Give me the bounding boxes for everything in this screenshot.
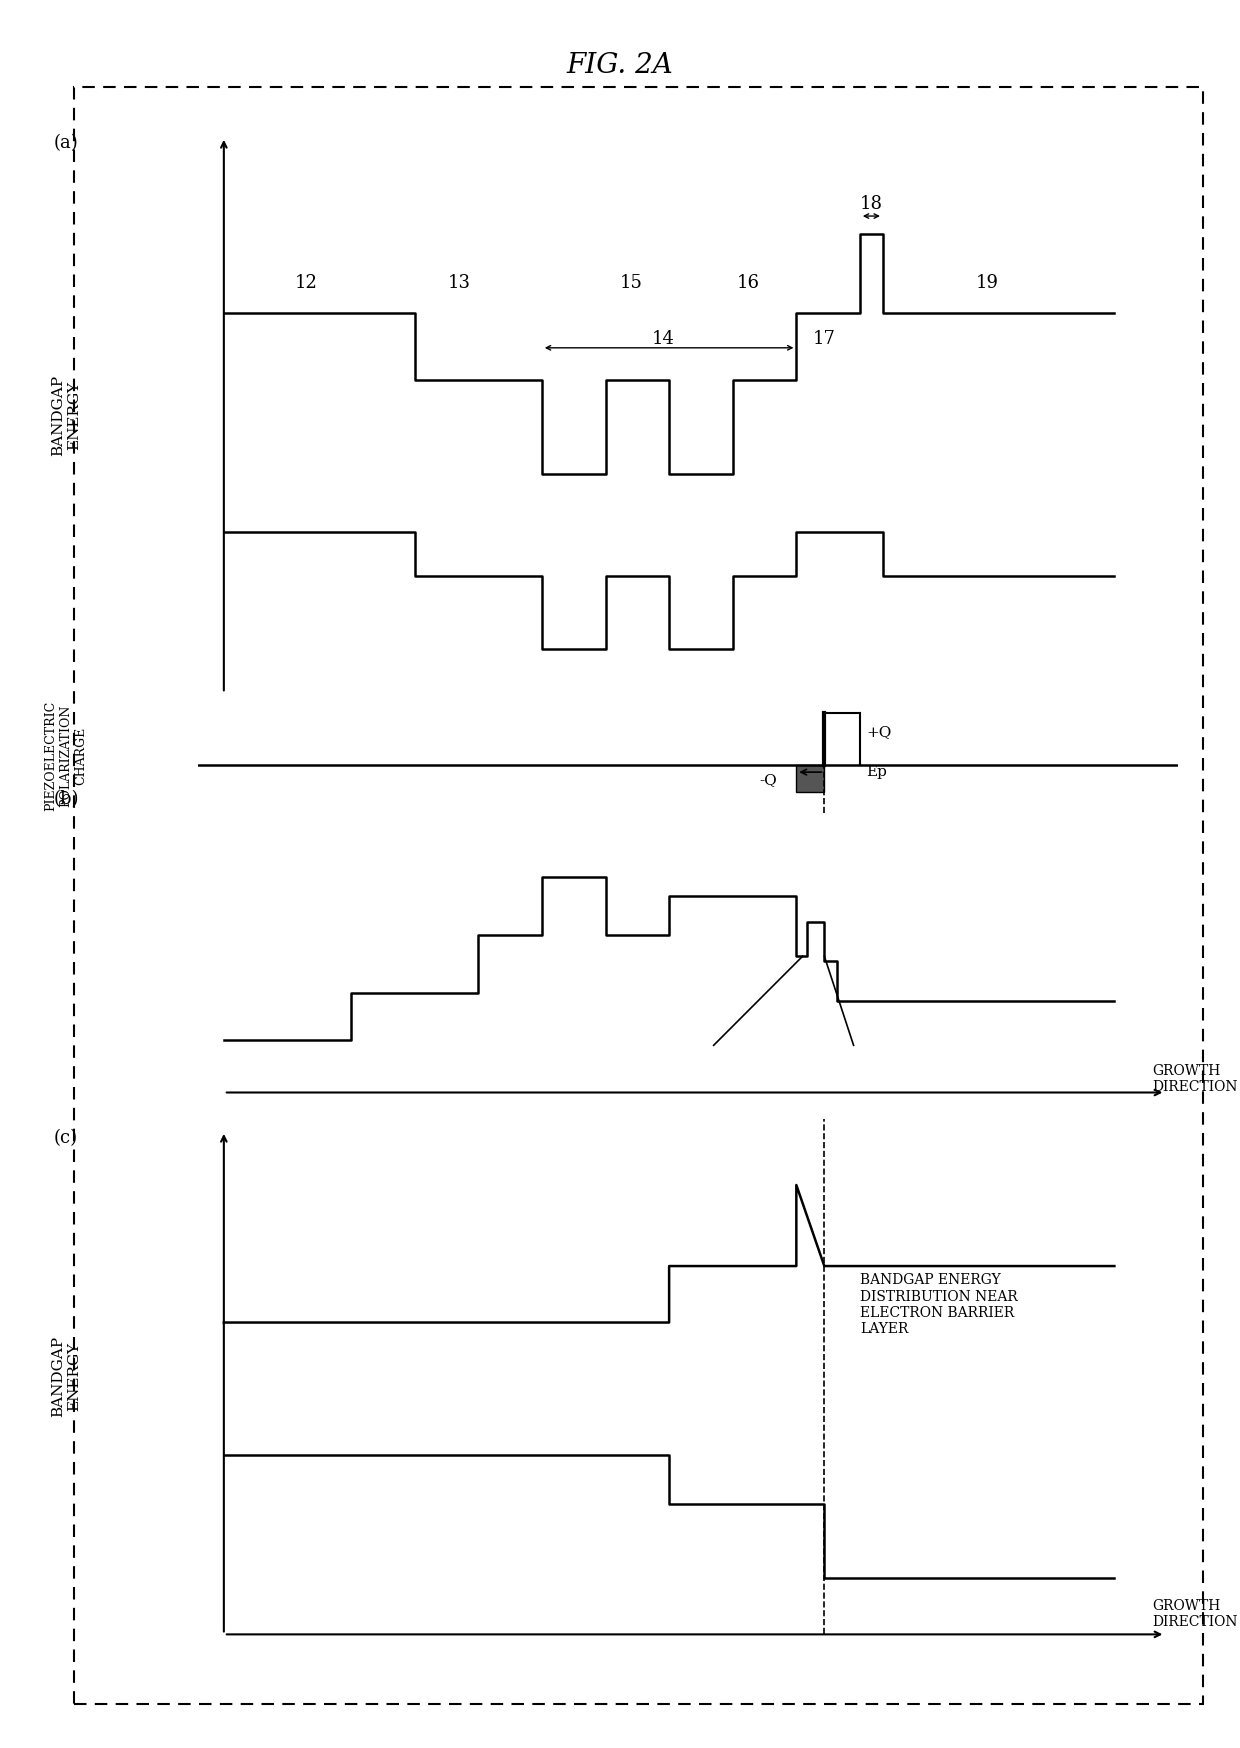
Bar: [796, 766, 825, 792]
Text: 19: 19: [976, 274, 998, 292]
Text: 16: 16: [737, 274, 759, 292]
Text: 17: 17: [813, 330, 836, 348]
Text: GROWTH
DIRECTION: GROWTH DIRECTION: [1152, 1065, 1238, 1094]
Text: 14: 14: [651, 330, 675, 348]
Text: (b): (b): [53, 790, 79, 808]
Text: -Q: -Q: [760, 773, 777, 787]
Text: BANDGAP ENERGY
DISTRIBUTION NEAR
ELECTRON BARRIER
LAYER: BANDGAP ENERGY DISTRIBUTION NEAR ELECTRO…: [861, 1273, 1018, 1335]
Text: 15: 15: [620, 274, 642, 292]
Text: (c): (c): [55, 1129, 78, 1147]
Text: +Q: +Q: [867, 725, 892, 739]
Text: (a): (a): [53, 135, 78, 152]
Text: 18: 18: [859, 196, 883, 213]
Text: 13: 13: [448, 274, 471, 292]
Text: 12: 12: [295, 274, 317, 292]
Text: BANDGAP
ENERGY: BANDGAP ENERGY: [51, 1335, 82, 1418]
Text: Ep: Ep: [867, 766, 887, 780]
Text: FIG. 2A: FIG. 2A: [567, 52, 673, 79]
Text: GROWTH
DIRECTION: GROWTH DIRECTION: [1152, 1599, 1238, 1629]
Text: PIEZOELECTRIC
POLARIZATION
CHARGE: PIEZOELECTRIC POLARIZATION CHARGE: [45, 701, 88, 811]
Text: BANDGAP
ENERGY: BANDGAP ENERGY: [51, 374, 82, 456]
